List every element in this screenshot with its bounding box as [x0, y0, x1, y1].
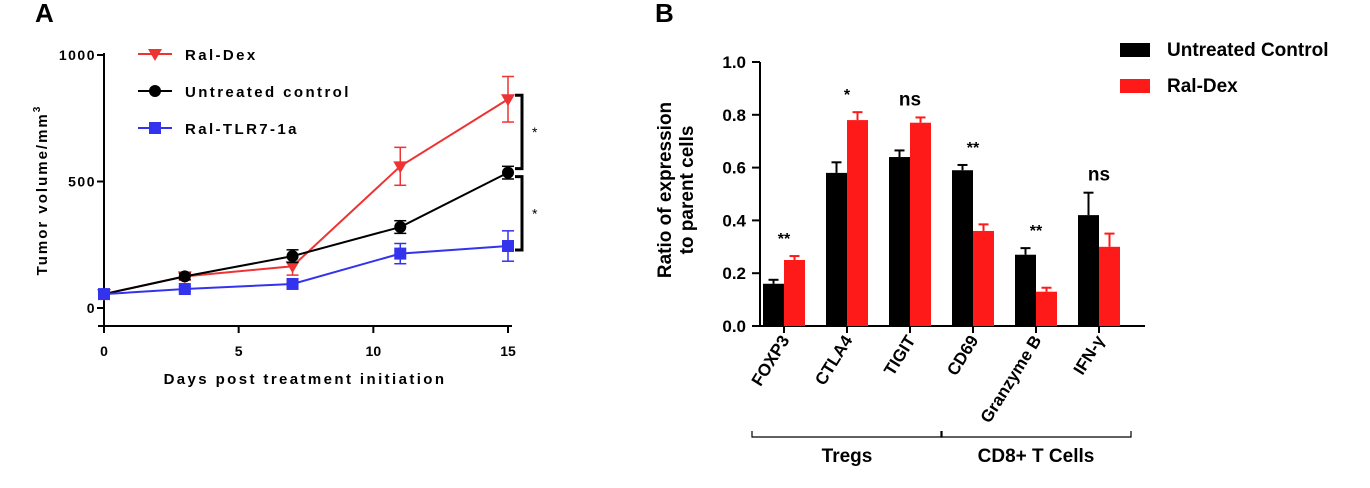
- a-x-tick-label: 15: [500, 343, 516, 359]
- b-legend-swatch: [1120, 79, 1150, 93]
- b-significance-label: **: [778, 231, 791, 248]
- a-data-point: [178, 283, 191, 296]
- a-data-point: [394, 247, 407, 260]
- a-y-tick-label: 1000: [59, 47, 96, 63]
- b-group-bracket: [751, 431, 943, 438]
- b-bar: [1015, 254, 1036, 326]
- a-significance-bracket: [515, 175, 524, 252]
- b-bar: [1036, 291, 1057, 326]
- b-x-tick-label: CTLA4: [811, 332, 856, 389]
- a-data-point: [286, 277, 299, 290]
- a-y-axis-label-text: Tumor volume/mm: [34, 112, 51, 275]
- a-y-axis-label: Tumor volume/mm3: [32, 105, 51, 276]
- b-x-tick-label: IFN-γ: [1070, 332, 1109, 379]
- b-bar: [889, 157, 910, 326]
- b-bar: [1078, 215, 1099, 326]
- a-legend-label: Ral-TLR7-1a: [185, 121, 299, 138]
- a-data-point: [502, 240, 514, 253]
- b-bar: [910, 122, 931, 326]
- b-significance-label: *: [844, 87, 851, 104]
- b-significance-label: **: [967, 140, 980, 157]
- b-y-tick-label: 0.2: [722, 264, 746, 283]
- a-x-axis-label: Days post treatment initiation: [164, 371, 447, 388]
- a-data-point: [393, 161, 408, 174]
- a-data-point: [178, 270, 191, 283]
- a-data-point: [285, 261, 300, 274]
- a-legend-marker: [148, 49, 162, 61]
- b-x-tick-label: Granzyme B: [977, 332, 1046, 426]
- b-y-tick-label: 0.6: [722, 159, 746, 178]
- b-x-tick-label: CD69: [943, 332, 982, 379]
- a-data-point: [394, 221, 407, 234]
- b-y-tick-label: 0.4: [722, 211, 746, 230]
- b-group-label: Tregs: [822, 446, 873, 467]
- panel-b-bar-chart: 0.0 0.2 0.4 0.6 0.8 1.0 ** FOXP3 * CTLA4 ns TIGIT *…: [655, 40, 1329, 467]
- b-y-axis-label-line-1: Ratio of expression: [655, 102, 676, 278]
- panel-a-line-chart: 0 5 10 15 0 500 1000 Ral-Dex Untreated control R…: [32, 47, 538, 388]
- a-significance-label: *: [532, 124, 538, 140]
- a-legend-label: Untreated control: [185, 84, 351, 101]
- a-series-ral-dex: [97, 75, 515, 302]
- b-x-tick-label: FOXP3: [748, 332, 794, 389]
- b-group-bracket: [940, 431, 1132, 438]
- a-legend-label: Ral-Dex: [185, 47, 258, 64]
- a-y-tick-label: 0: [87, 300, 96, 316]
- b-bar: [784, 260, 805, 326]
- a-data-point: [286, 250, 299, 263]
- b-bar: [1099, 246, 1120, 326]
- a-significance-label: *: [532, 205, 538, 221]
- b-legend-label: Untreated Control: [1167, 40, 1329, 61]
- a-y-tick-label: 500: [68, 174, 96, 190]
- a-series-line: [103, 171, 509, 296]
- a-series-ral-tlr7-1a: [98, 230, 514, 301]
- b-group-label: CD8+ T Cells: [978, 446, 1095, 467]
- a-data-point: [502, 166, 514, 179]
- b-significance-label: ns: [1088, 165, 1110, 186]
- a-x-tick-label: 0: [100, 343, 108, 359]
- b-significance-label: **: [1030, 223, 1043, 240]
- b-legend-label: Ral-Dex: [1167, 76, 1238, 97]
- b-bar: [763, 283, 784, 326]
- b-y-tick-label: 0.8: [722, 106, 746, 125]
- a-legend-marker: [149, 85, 161, 97]
- b-y-tick-label: 1.0: [722, 53, 746, 72]
- a-data-point: [98, 288, 110, 301]
- b-legend-swatch: [1120, 43, 1150, 57]
- a-data-point: [501, 94, 515, 107]
- b-significance-label: ns: [899, 89, 921, 110]
- b-bar: [973, 230, 994, 326]
- a-y-axis-label-superscript: 3: [32, 105, 43, 113]
- b-bar: [826, 172, 847, 326]
- b-bar: [847, 120, 868, 326]
- b-y-tick-label: 0.0: [722, 317, 746, 336]
- a-significance-bracket: [515, 93, 524, 171]
- a-x-tick-label: 10: [366, 343, 382, 359]
- b-bar: [952, 170, 973, 326]
- panel-b-label: B: [655, 0, 674, 28]
- panel-a-label: A: [35, 0, 54, 28]
- a-x-tick-label: 5: [235, 343, 243, 359]
- b-y-axis-label-line-2: to parent cells: [677, 126, 698, 255]
- a-legend-marker: [149, 122, 161, 134]
- b-x-tick-label: TIGIT: [880, 332, 919, 379]
